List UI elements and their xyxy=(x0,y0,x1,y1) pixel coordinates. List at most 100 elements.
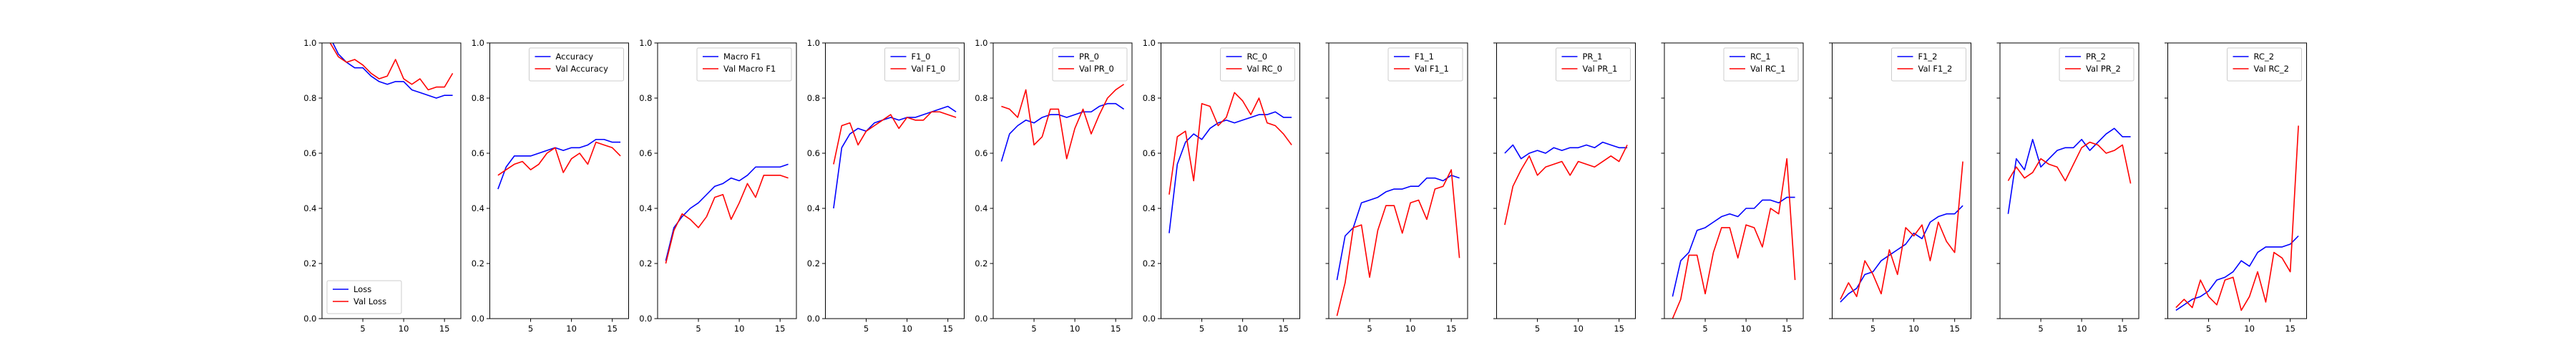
series-line-accuracy xyxy=(497,138,621,190)
x-tick-label: 15 xyxy=(607,324,618,334)
series-line-val-rc-2 xyxy=(2175,125,2299,311)
x-tick-label: 5 xyxy=(2206,324,2211,334)
legend-label: Val F1_1 xyxy=(1415,64,1449,74)
x-tick-label: 5 xyxy=(1367,324,1372,334)
series-line-f1-2 xyxy=(1840,205,1963,303)
y-tick-label: 0.4 xyxy=(975,203,987,213)
series-line-val-loss xyxy=(329,43,454,91)
series-line-val-pr-1 xyxy=(1504,145,1628,226)
x-tick-label: 5 xyxy=(1535,324,1540,334)
legend-label: F1_0 xyxy=(912,52,931,62)
legend: Accuracy Val Accuracy xyxy=(529,47,624,82)
y-tick-label: 0.2 xyxy=(975,258,987,268)
legend-label: Loss xyxy=(353,284,371,294)
x-tick-label: 5 xyxy=(864,324,869,334)
x-tick-label: 15 xyxy=(1111,324,1121,334)
y-tick-label: 0.4 xyxy=(639,203,652,213)
x-tick-label: 10 xyxy=(734,324,745,334)
x-tick-label: 15 xyxy=(775,324,786,334)
legend-label: Val RC_1 xyxy=(1750,64,1785,74)
x-tick-label: 5 xyxy=(1702,324,1707,334)
legend-label: Macro F1 xyxy=(723,52,761,62)
x-tick-label: 5 xyxy=(2038,324,2043,334)
x-tick-label: 10 xyxy=(1908,324,1919,334)
legend-label: RC_0 xyxy=(1247,52,1268,62)
y-tick-label: 1.0 xyxy=(472,38,484,48)
legend: RC_0 Val RC_0 xyxy=(1220,47,1295,82)
legend-label: Val RC_0 xyxy=(1247,64,1282,74)
x-tick-label: 5 xyxy=(696,324,701,334)
y-tick-label: 0.6 xyxy=(807,148,820,158)
series-line-val-accuracy xyxy=(497,141,621,176)
x-tick-label: 15 xyxy=(1949,324,1960,334)
y-tick-label: 0.2 xyxy=(472,258,484,268)
legend-label: Accuracy xyxy=(556,52,594,62)
x-tick-label: 15 xyxy=(1278,324,1289,334)
x-tick-label: 10 xyxy=(399,324,409,334)
y-tick-label: 0.4 xyxy=(1143,203,1156,213)
legend: F1_2 Val F1_2 xyxy=(1891,47,1966,82)
y-tick-label: 1.0 xyxy=(1143,38,1156,48)
series-line-val-f1-2 xyxy=(1840,161,1963,300)
axes-frame xyxy=(657,42,797,319)
legend: Macro F1 Val Macro F1 xyxy=(696,47,792,82)
y-tick-label: 0.2 xyxy=(639,258,652,268)
legend: Loss Val Loss xyxy=(326,280,402,314)
y-tick-label: 1.0 xyxy=(303,38,316,48)
series-line-val-macro-f1 xyxy=(665,175,789,264)
x-tick-label: 10 xyxy=(1741,324,1752,334)
y-tick-label: 0.2 xyxy=(807,258,820,268)
axes-frame xyxy=(1328,42,1468,319)
y-tick-label: 0.0 xyxy=(1143,314,1156,324)
axes-frame xyxy=(1999,42,2140,319)
y-tick-label: 1.0 xyxy=(807,38,820,48)
y-tick-label: 0.8 xyxy=(472,93,484,103)
x-tick-label: 5 xyxy=(1031,324,1036,334)
x-tick-label: 10 xyxy=(1070,324,1080,334)
legend-label: PR_0 xyxy=(1079,52,1099,62)
x-tick-label: 15 xyxy=(1782,324,1792,334)
legend-box xyxy=(529,47,624,82)
y-tick-label: 0.4 xyxy=(472,203,484,213)
legend-label: Val PR_2 xyxy=(2086,64,2121,74)
series-line-val-rc-1 xyxy=(1672,158,1796,319)
y-tick-label: 0.8 xyxy=(975,93,987,103)
legend-label: Val PR_0 xyxy=(1079,64,1114,74)
axes-frame xyxy=(1496,42,1636,319)
axes-frame xyxy=(1664,42,1804,319)
subplot-10: 5 10 15 F1_2 Val F1_2 xyxy=(1829,42,1971,334)
x-tick-label: 15 xyxy=(1614,324,1624,334)
legend-label: PR_2 xyxy=(2086,52,2106,62)
legend-label: Val F1_0 xyxy=(912,64,946,74)
series-line-val-rc-0 xyxy=(1169,92,1292,195)
legend: PR_0 Val PR_0 xyxy=(1052,47,1128,82)
subplot-9: 5 10 15 RC_1 Val RC_1 xyxy=(1661,42,1804,334)
y-tick-label: 0.4 xyxy=(303,203,316,213)
y-tick-label: 0.0 xyxy=(639,314,652,324)
series-line-macro-f1 xyxy=(665,163,789,261)
series-line-rc-1 xyxy=(1672,196,1795,297)
legend: PR_1 Val PR_1 xyxy=(1556,47,1631,82)
y-tick-label: 1.0 xyxy=(975,38,987,48)
y-tick-label: 0.8 xyxy=(1143,93,1156,103)
x-tick-label: 15 xyxy=(2117,324,2128,334)
x-tick-label: 10 xyxy=(1237,324,1248,334)
axes-frame xyxy=(1161,42,1300,319)
y-tick-label: 1.0 xyxy=(639,38,652,48)
x-tick-label: 10 xyxy=(1573,324,1584,334)
subplot-4: 0.0 0.2 0.4 0.6 0.8 1.0 5 10 15 F1_0 Val F1_0 xyxy=(807,38,965,334)
legend-label: Val F1_2 xyxy=(1918,64,1953,74)
x-tick-label: 5 xyxy=(1870,324,1875,334)
series-line-f1-1 xyxy=(1336,175,1460,281)
legend: F1_0 Val F1_0 xyxy=(884,47,960,82)
legend-label: Val Macro F1 xyxy=(723,64,776,74)
y-tick-label: 0.2 xyxy=(303,258,316,268)
series-line-f1-0 xyxy=(833,105,957,209)
subplot-11: 5 10 15 PR_2 Val PR_2 xyxy=(1996,42,2140,334)
series-line-pr-2 xyxy=(2007,127,2131,214)
axes-frame xyxy=(321,42,462,319)
x-tick-label: 10 xyxy=(2077,324,2087,334)
legend-label: F1_2 xyxy=(1918,52,1938,62)
legend-label: PR_1 xyxy=(1583,52,1603,62)
